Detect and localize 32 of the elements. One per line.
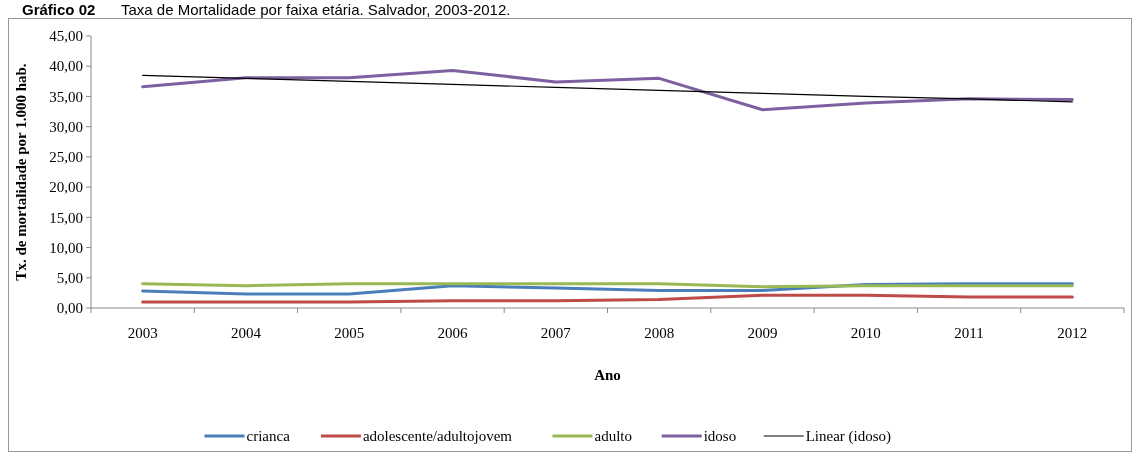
x-tick-label: 2006 bbox=[437, 325, 469, 341]
legend-label: adolescente/adultojovem bbox=[362, 428, 513, 445]
legend-label: adulto bbox=[594, 428, 632, 445]
x-tick-label: 2007 bbox=[540, 325, 572, 341]
x-tick-label: 2012 bbox=[1057, 325, 1088, 341]
y-tick-label: 15,00 bbox=[49, 209, 83, 226]
x-tick-label: 2010 bbox=[850, 325, 881, 341]
y-tick-label: 10,00 bbox=[49, 239, 83, 256]
legend-label: crianca bbox=[246, 428, 291, 445]
chart-title: Gráfico 02 bbox=[22, 1, 96, 18]
y-tick-label: 35,00 bbox=[49, 88, 83, 105]
x-tick-label: 2009 bbox=[747, 325, 778, 341]
x-tick-label: 2008 bbox=[644, 325, 675, 341]
line-series bbox=[142, 74, 1073, 103]
y-tick-label: 40,00 bbox=[49, 58, 83, 75]
y-tick-label: 5,00 bbox=[56, 270, 83, 287]
x-tick-label: 2004 bbox=[230, 325, 262, 341]
x-tick-label: 2011 bbox=[954, 325, 984, 341]
y-tick-label: 30,00 bbox=[49, 118, 83, 135]
y-tick-label: 25,00 bbox=[49, 149, 83, 166]
chart-subtitle: Taxa de Mortalidade por faixa etária. Salvador, 2003-2012. bbox=[121, 1, 511, 18]
y-tick-label: 45,00 bbox=[49, 28, 83, 45]
x-axis-title: Ano bbox=[594, 367, 621, 383]
line-series bbox=[141, 293, 1074, 304]
x-tick-label: 2005 bbox=[334, 325, 365, 341]
y-axis-title: Tx. de mortalidade por 1.000 hab. bbox=[13, 63, 29, 281]
y-tick-label: 20,00 bbox=[49, 179, 83, 196]
legend-label: Linear (idoso) bbox=[805, 428, 892, 446]
y-tick-label: 0,00 bbox=[56, 300, 83, 317]
x-tick-label: 2003 bbox=[127, 325, 158, 341]
line-series bbox=[141, 68, 1074, 112]
legend-label: idoso bbox=[703, 428, 737, 445]
